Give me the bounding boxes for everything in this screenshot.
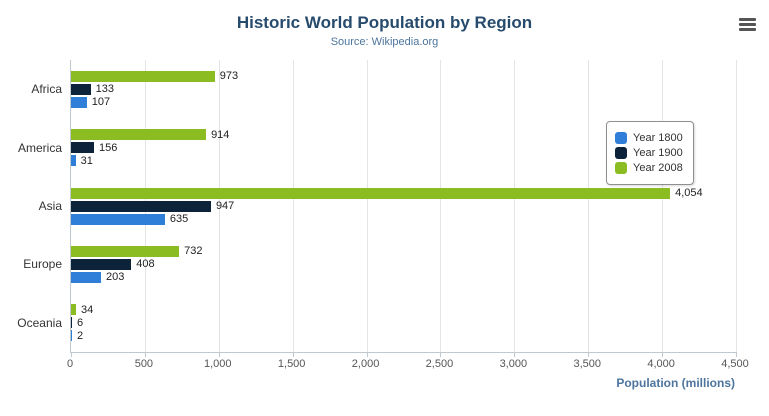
gridline <box>736 60 737 352</box>
bar-year-1900 <box>71 258 132 270</box>
bar-year-1800 <box>71 330 72 342</box>
x-axis-tick-label: 4,500 <box>721 358 749 370</box>
bar-row: 133 <box>71 83 769 96</box>
chart-title: Historic World Population by Region <box>236 13 533 32</box>
bar-year-1800 <box>71 213 165 225</box>
chart-subtitle: Source: Wikipedia.org <box>330 36 439 48</box>
bar-year-1800 <box>71 96 87 108</box>
data-label: 4,054 <box>675 187 703 199</box>
bar-year-2008 <box>71 129 207 141</box>
x-axis-tick-label: 1,000 <box>204 358 232 370</box>
category-label-europe: Europe <box>23 257 62 272</box>
data-label: 34 <box>81 303 94 316</box>
gridline <box>514 60 516 352</box>
gridline <box>366 60 368 352</box>
x-axis-tickmark <box>71 352 72 357</box>
bar-row: 107 <box>71 96 769 109</box>
bar-row: 31 <box>71 154 769 167</box>
x-axis-tickmark <box>662 352 664 357</box>
bar-year-2008 <box>71 70 215 82</box>
bar-year-1800 <box>71 155 76 167</box>
plot-area: 973 133 107 914 156 31 4,054 947 635 732 408 203 34 6… <box>70 60 737 357</box>
bar-row: 203 <box>71 271 769 284</box>
x-axis-tick-label: 2,000 <box>351 358 380 370</box>
x-axis-tick-label: 500 <box>134 358 154 370</box>
gridline <box>218 60 220 352</box>
bar-year-1900 <box>71 83 91 95</box>
data-label: 203 <box>105 271 125 284</box>
x-axis-tickmark <box>366 352 368 357</box>
data-label: 914 <box>211 128 230 141</box>
legend-swatch-icon <box>615 162 627 174</box>
x-axis-tickmark <box>588 352 590 357</box>
bar-row: 34 <box>71 303 769 316</box>
x-axis-tick-label: 0 <box>66 358 74 370</box>
legend-label: Year 2008 <box>633 162 683 174</box>
gridline <box>440 60 442 352</box>
bar-year-1900 <box>71 200 211 212</box>
gridline <box>588 60 590 352</box>
bar-row: 914 <box>71 128 769 141</box>
bar-row: 4,054 <box>71 187 769 199</box>
data-label: 107 <box>91 96 111 109</box>
bar-year-2008 <box>71 187 671 199</box>
data-label: 635 <box>169 213 189 225</box>
legend-swatch-icon <box>615 147 627 159</box>
data-label: 31 <box>80 154 93 167</box>
data-label: 732 <box>184 245 203 258</box>
x-axis-tickmark <box>144 352 146 357</box>
data-label: 156 <box>99 141 118 154</box>
legend-label: Year 1900 <box>633 147 683 159</box>
x-axis-tick-label: 2,500 <box>425 358 454 370</box>
data-label: 133 <box>95 83 114 96</box>
bar-year-2008 <box>71 245 180 257</box>
x-axis-tickmark <box>736 352 737 357</box>
bar-row: 732 <box>71 245 769 258</box>
x-axis-tickmark <box>292 352 294 357</box>
legend-item-year-1800[interactable]: Year 1800 <box>615 132 683 144</box>
data-label: 947 <box>215 200 235 212</box>
x-axis-title: Population (millions) <box>616 376 735 390</box>
category-label-oceania: Oceania <box>17 315 62 330</box>
legend-swatch-icon <box>615 132 627 144</box>
data-label: 973 <box>219 70 239 83</box>
bar-year-2008 <box>71 304 77 316</box>
x-axis-tick-label: 3,000 <box>499 358 528 370</box>
x-axis-tick-label: 1,500 <box>277 358 306 370</box>
data-label: 408 <box>136 258 155 271</box>
gridline <box>662 60 664 352</box>
x-axis-tickmark <box>440 352 442 357</box>
bar-row: 635 <box>71 213 769 225</box>
category-label-africa: Africa <box>31 82 62 97</box>
category-label-asia: Asia <box>38 199 62 213</box>
bar-year-1900 <box>71 142 95 154</box>
x-axis-tickmark <box>514 352 516 357</box>
bar-row: 947 <box>71 200 769 212</box>
legend-item-year-2008[interactable]: Year 2008 <box>615 162 683 174</box>
bar-row: 156 <box>71 141 769 154</box>
data-label: 2 <box>77 329 84 342</box>
category-label-america: America <box>17 140 62 155</box>
data-label: 6 <box>77 316 84 329</box>
bar-year-1800 <box>71 271 101 283</box>
x-axis-tick-label: 4,000 <box>647 358 675 370</box>
gridline <box>292 60 294 352</box>
legend-label: Year 1800 <box>633 132 683 144</box>
bar-row: 973 <box>71 70 769 83</box>
legend: Year 1800 Year 1900 Year 2008 <box>606 121 694 185</box>
bar-row: 408 <box>71 258 769 271</box>
bar-year-1900 <box>71 317 72 329</box>
bar-row: 2 <box>71 329 769 342</box>
hamburger-menu-icon[interactable] <box>739 18 756 33</box>
x-axis-tickmark <box>218 352 220 357</box>
x-axis-tick-label: 3,500 <box>573 358 601 370</box>
legend-item-year-1900[interactable]: Year 1900 <box>615 147 683 159</box>
bar-row: 6 <box>71 316 769 329</box>
